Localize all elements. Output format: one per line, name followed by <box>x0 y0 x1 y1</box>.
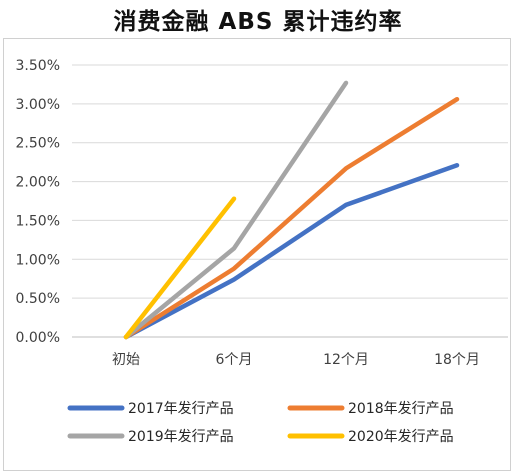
legend-label: 2017年发行产品 <box>128 401 234 417</box>
legend-label: 2020年发行产品 <box>348 429 454 445</box>
series-line-1 <box>123 163 460 340</box>
x-tick-label: 初始 <box>112 351 140 368</box>
x-tick-label: 6个月 <box>216 352 253 368</box>
y-tick-label: 3.00% <box>16 97 60 113</box>
y-tick-label: 0.50% <box>16 291 60 307</box>
y-tick-label: 1.00% <box>16 252 60 268</box>
legend-label: 2019年发行产品 <box>128 429 234 445</box>
chart-frame <box>3 38 511 471</box>
y-tick-label: 3.50% <box>16 58 60 74</box>
series-line-2 <box>123 96 460 340</box>
x-tick-label: 18个月 <box>434 352 480 368</box>
y-tick-label: 2.50% <box>16 136 60 152</box>
series-line-4 <box>123 196 237 340</box>
y-tick-label: 0.00% <box>16 330 60 346</box>
y-tick-label: 1.50% <box>16 213 60 229</box>
legend-label: 2018年发行产品 <box>348 401 454 417</box>
y-tick-label: 2.00% <box>16 175 60 191</box>
x-tick-label: 12个月 <box>323 352 369 368</box>
chart-title: 消费金融 ABS 累计违约率 <box>113 9 403 35</box>
series-line-3 <box>123 80 349 340</box>
